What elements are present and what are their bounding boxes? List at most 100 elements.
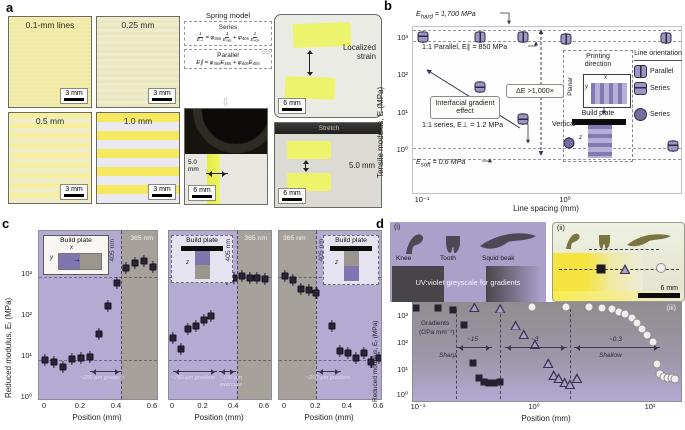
data-point	[312, 289, 320, 297]
data-point	[652, 359, 662, 369]
scan-arrow-icon: →	[73, 255, 81, 264]
data-point	[328, 322, 336, 330]
data-point	[86, 353, 94, 361]
x-tick: 0.4	[110, 401, 122, 410]
stretch-header: Stretch	[275, 123, 381, 134]
triangle-fill	[496, 306, 504, 313]
panel-a-label: a	[6, 0, 14, 15]
data-point	[542, 358, 554, 369]
material-interface-diagram: →	[58, 253, 102, 270]
legend-label: Series	[650, 84, 670, 92]
series-annotation: 1:1 series, E⊥ = 1.2 MPa	[422, 120, 504, 129]
data-point	[344, 349, 352, 357]
data-point	[468, 303, 480, 313]
legend-item-series-square: Series	[634, 81, 682, 95]
ehard-annotation: Ehard = 1,700 MPa	[416, 9, 476, 21]
data-point	[518, 329, 530, 340]
data-point	[140, 257, 148, 265]
x-tick: 0	[281, 401, 287, 410]
data-point	[560, 33, 572, 45]
triangle-marker-icon	[619, 264, 631, 274]
c-subplot-1: Build plate x y → 405 nm 365 nm ~200-µm …	[38, 230, 158, 400]
tooth-silhouette-icon	[446, 236, 460, 253]
knee-silhouette-icon	[566, 233, 580, 249]
data-point	[469, 359, 477, 367]
data-point	[494, 303, 506, 314]
scale-text: 6 mm	[283, 190, 301, 197]
scale-bar: 3 mm	[60, 88, 88, 104]
data-point	[667, 140, 679, 151]
data-point	[169, 334, 177, 342]
legend-label: Parallel	[650, 67, 674, 75]
data-point	[131, 259, 139, 267]
405nm-label: 405 nm	[225, 239, 232, 262]
y-tick: 10¹	[397, 108, 408, 117]
data-point	[375, 354, 381, 362]
triangle-fill	[544, 360, 552, 368]
region-background	[120, 231, 157, 399]
gradient-arrow	[317, 368, 341, 375]
dashed-guide-line	[500, 309, 502, 399]
column-diagram	[195, 251, 210, 279]
reference-line	[39, 359, 157, 361]
x-tick: 0.2	[310, 401, 321, 410]
data-point	[95, 330, 103, 338]
printing-direction-legend: Printing direction Planar x y Build plat…	[563, 50, 633, 162]
build-plate-title: Build plate	[186, 237, 218, 244]
interface-dashed-line	[120, 231, 122, 399]
series-square-marker-icon	[634, 81, 647, 95]
silhouettes	[406, 233, 536, 254]
scale-text: 6 mm	[283, 100, 301, 107]
b-y-axis-label: Tensile modulus, E (MPa)	[376, 86, 385, 178]
dimension-arrow	[206, 170, 228, 177]
gradients-units: (GPa mm⁻¹)	[419, 329, 455, 336]
scale-bar-line	[192, 195, 212, 198]
strain-arrow	[309, 52, 310, 74]
series-circle-marker-icon	[634, 107, 647, 121]
gradient-15-label: ~15	[467, 336, 479, 343]
d-y-axis-label: Reduced modulus, Eᵣ (MPa)	[372, 320, 379, 402]
scale-text: 3 mm	[153, 186, 171, 193]
d-plot-area: (iii) Gradients (GPa mm⁻¹) ~15 Sharp ~3 …	[412, 302, 682, 402]
hard-365-region	[80, 254, 101, 269]
data-point	[50, 358, 58, 366]
reference-line	[169, 359, 271, 361]
yellow-patch	[287, 141, 331, 159]
scale-text: 3 mm	[65, 90, 83, 97]
data-point	[517, 113, 529, 125]
data-point	[297, 285, 305, 293]
data-point	[660, 32, 672, 44]
photo-0.5mm: 0.5 mm 3 mm	[8, 112, 92, 204]
x-tick: 10⁰	[528, 402, 540, 411]
data-point	[184, 325, 192, 333]
tooth-silhouette-icon	[599, 235, 610, 249]
photo-label: 1.0 mm	[123, 116, 153, 126]
parallel-annotation: 1:1 Parallel, E∥ = 850 MPa	[422, 42, 508, 51]
scale-text: 3 mm	[153, 90, 171, 97]
data-point	[104, 302, 112, 310]
knee-silhouette-icon	[406, 234, 424, 254]
scale-text: 6 mm	[660, 285, 679, 292]
greyscale-block-gradient	[486, 266, 542, 302]
squid-beak-label: Squid beak	[482, 255, 515, 262]
printer-photo: 5.0 mm 6 mm	[184, 108, 268, 205]
yellow-patch	[287, 173, 331, 191]
printer-lens	[193, 109, 267, 153]
data-point	[360, 349, 367, 357]
column-diagram	[344, 251, 359, 281]
photo-1.0mm: 1.0 mm 3 mm	[96, 112, 180, 204]
triangle-fill	[520, 331, 528, 339]
data-point	[496, 378, 504, 386]
d-x-axis-label: Position (mm)	[521, 414, 571, 423]
scale-bar: 3 mm	[148, 184, 176, 200]
z-axis-letter: z	[579, 135, 582, 141]
build-plate-inset: Build plate z	[171, 235, 233, 283]
triangle-fill	[531, 341, 539, 349]
data-point	[200, 316, 208, 324]
subpanel-i-label: (i)	[394, 224, 401, 231]
data-point	[571, 373, 583, 384]
c2-x-axis-label: Position (mm)	[194, 413, 244, 422]
data-point	[553, 373, 565, 384]
y-tick: 10²	[397, 70, 408, 79]
x-tick: 0.4	[341, 401, 353, 410]
